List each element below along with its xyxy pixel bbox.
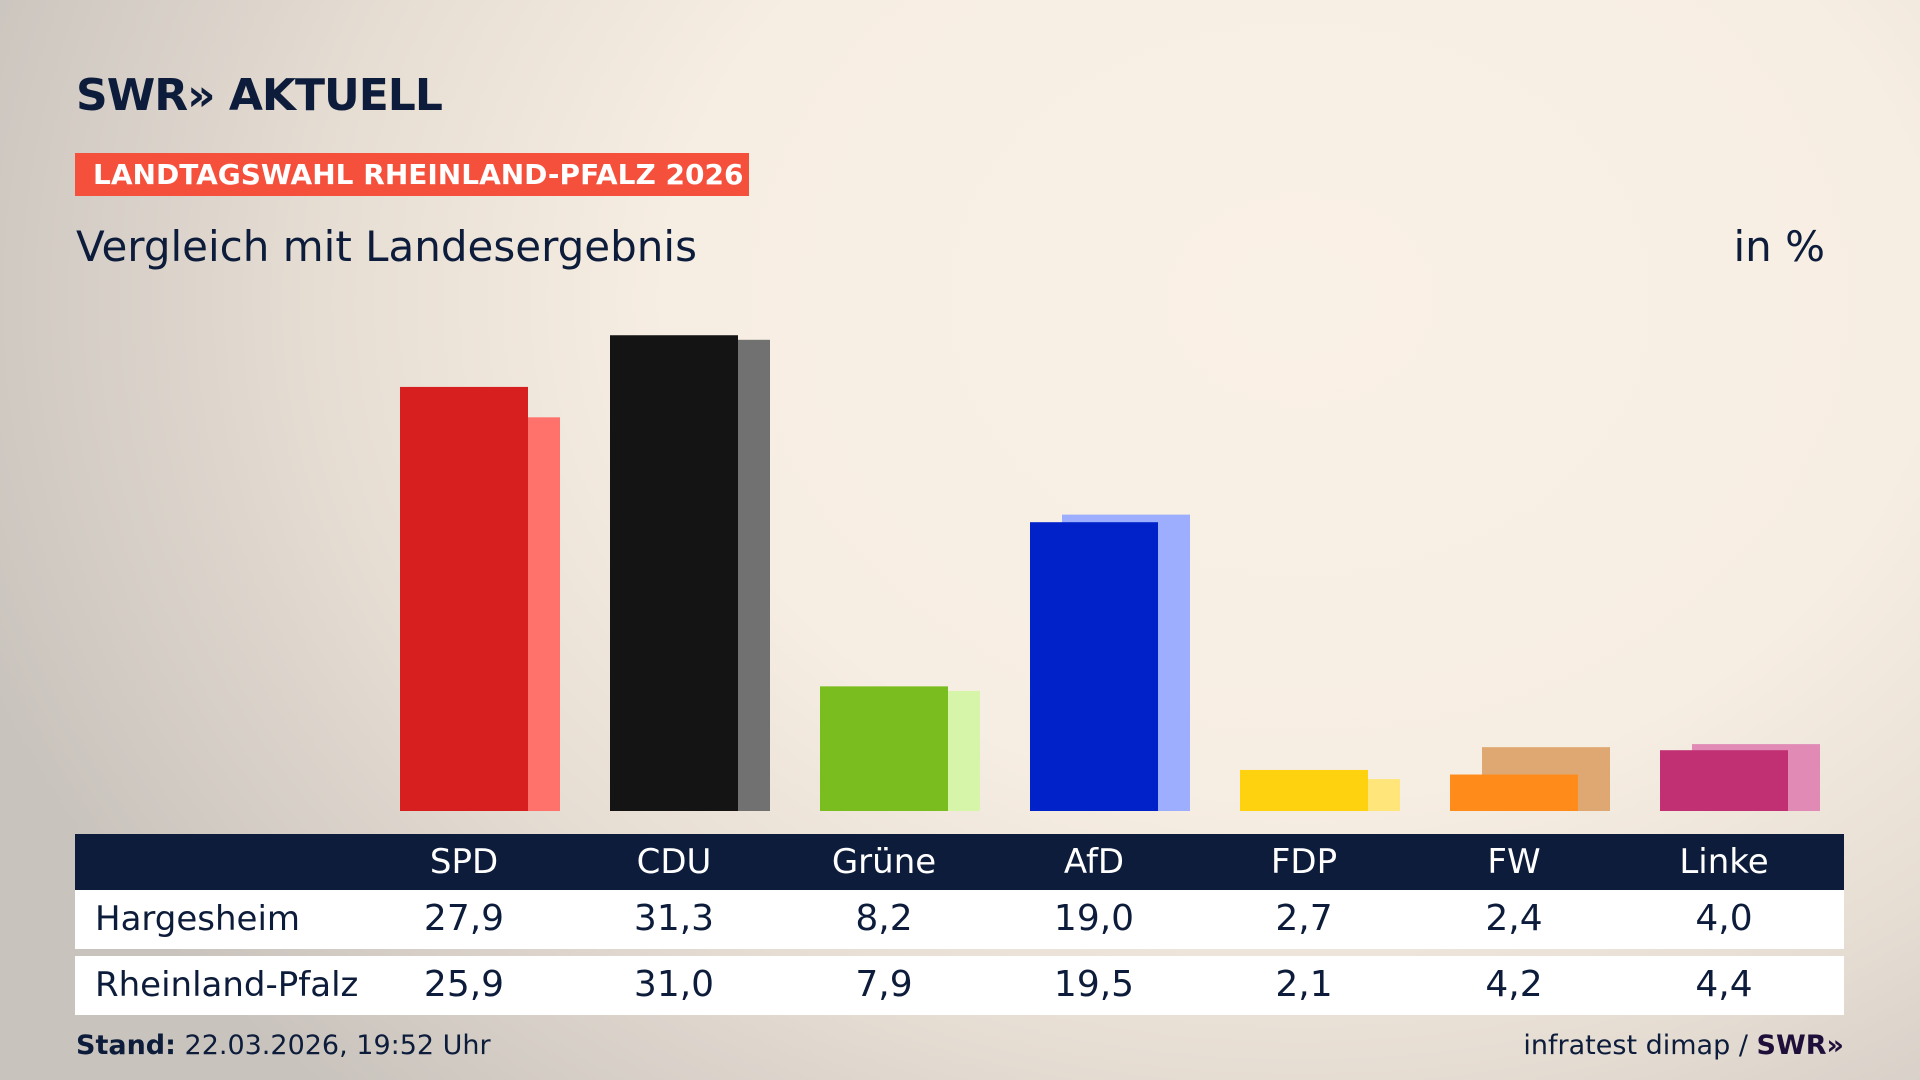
party-header: AfD bbox=[1063, 842, 1125, 882]
table-header: SPD CDU Grüne AfD FDP FW Linke bbox=[75, 834, 1844, 890]
timestamp: Stand: 22.03.2026, 19:52 Uhr bbox=[76, 1030, 491, 1061]
value-cell: 2,1 bbox=[1275, 964, 1333, 1005]
party-header: FW bbox=[1487, 842, 1541, 882]
swr-aktuell-logo: SWR» AKTUELL bbox=[76, 70, 443, 121]
election-banner: LANDTAGSWAHL RHEINLAND-PFALZ 2026 bbox=[75, 153, 749, 196]
value-cell: 2,4 bbox=[1485, 898, 1543, 939]
bar-hargesheim-spd bbox=[400, 386, 528, 811]
value-cell: 19,0 bbox=[1053, 898, 1135, 939]
bar-hargesheim-cdu bbox=[610, 335, 738, 811]
source: infratest dimap / SWR» bbox=[1523, 1030, 1844, 1061]
bar-hargesheim-linke bbox=[1660, 750, 1788, 811]
value-cell: 4,2 bbox=[1485, 964, 1543, 1005]
stand-label: Stand: bbox=[76, 1030, 176, 1061]
party-header: SPD bbox=[429, 842, 499, 882]
value-cell: 8,2 bbox=[855, 898, 913, 939]
value-cell: 27,9 bbox=[423, 898, 505, 939]
row-label: Hargesheim bbox=[95, 899, 301, 939]
bar-hargesheim-afd bbox=[1030, 522, 1158, 811]
party-header: Grüne bbox=[831, 842, 937, 882]
bar-hargesheim-grüne bbox=[820, 686, 948, 811]
bar-hargesheim-fw bbox=[1450, 774, 1578, 811]
value-cell: 4,4 bbox=[1695, 964, 1753, 1005]
table-row: Hargesheim 27,9 31,3 8,2 19,0 2,7 2,4 4,0 bbox=[75, 890, 1844, 949]
unit-label: in % bbox=[1733, 222, 1825, 271]
row-label: Rheinland-Pfalz bbox=[95, 965, 359, 1005]
party-header: FDP bbox=[1270, 842, 1338, 882]
table-row: Rheinland-Pfalz 25,9 31,0 7,9 19,5 2,1 4,2 4,4 bbox=[75, 956, 1844, 1015]
value-cell: 7,9 bbox=[855, 964, 913, 1005]
value-cell: 25,9 bbox=[423, 964, 505, 1005]
value-cell: 2,7 bbox=[1275, 898, 1333, 939]
swr-logo: SWR» bbox=[1756, 1030, 1844, 1061]
party-header: Linke bbox=[1679, 842, 1769, 882]
stand-value: 22.03.2026, 19:52 Uhr bbox=[184, 1030, 491, 1061]
value-cell: 4,0 bbox=[1695, 898, 1753, 939]
value-cell: 31,3 bbox=[633, 898, 715, 939]
chart-subtitle: Vergleich mit Landesergebnis bbox=[76, 222, 697, 271]
source-text: infratest dimap / bbox=[1523, 1030, 1748, 1061]
bar-hargesheim-fdp bbox=[1240, 769, 1368, 811]
value-cell: 31,0 bbox=[633, 964, 715, 1005]
value-cell: 19,5 bbox=[1053, 964, 1135, 1005]
party-header: CDU bbox=[636, 842, 712, 882]
